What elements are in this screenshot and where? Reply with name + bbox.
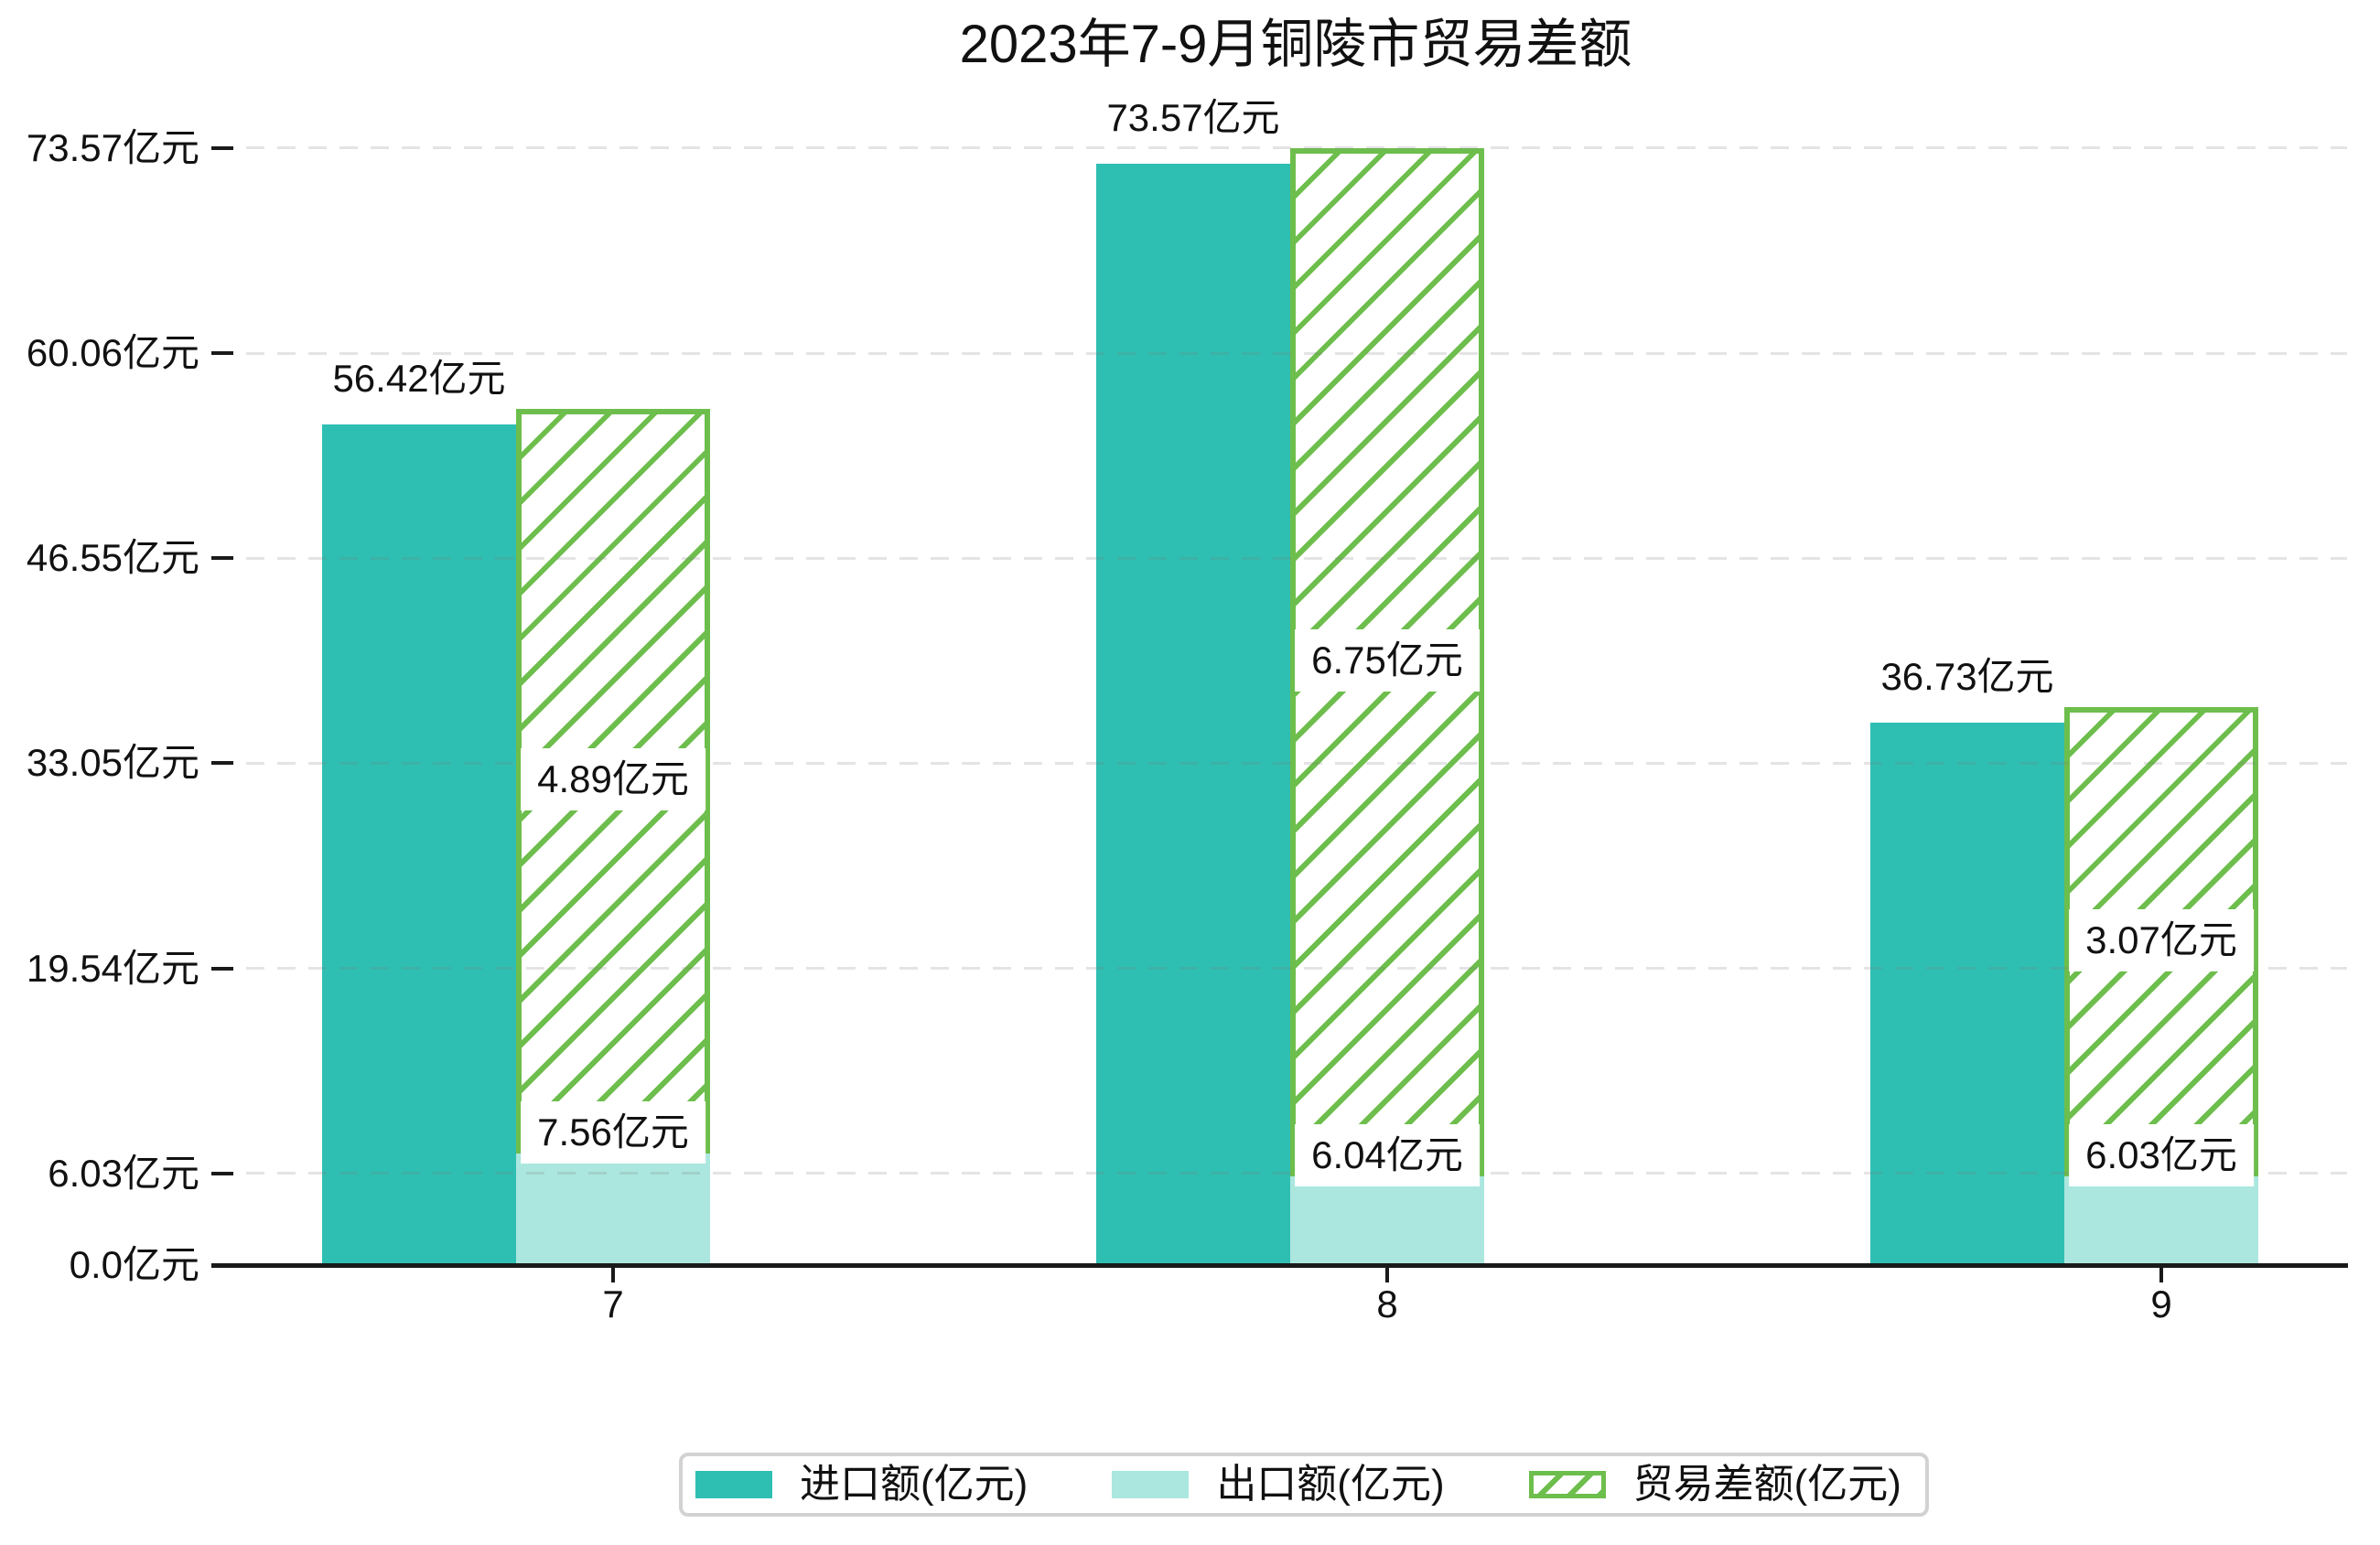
- gridline-6.03亿元: [215, 1172, 2347, 1175]
- y-tick-mark-2: [211, 966, 233, 971]
- x-tick-mark-month-8: [1385, 1268, 1389, 1282]
- y-tick-label-3: 33.05亿元: [26, 741, 199, 785]
- y-tick-label-4: 46.55亿元: [26, 536, 199, 580]
- x-tick-label-month-7: 7: [602, 1282, 624, 1325]
- legend-label-import: 进口额(亿元): [800, 1462, 1028, 1507]
- x-tick-label-month-8: 8: [1376, 1282, 1398, 1325]
- import-bar-month-8: [1096, 163, 1290, 1266]
- export-bar-month-9: [2064, 1173, 2258, 1266]
- y-tick-label-5: 60.06亿元: [26, 331, 199, 375]
- gridline-46.55亿元: [215, 556, 2347, 560]
- legend-swatch-import-color-icon: [695, 1471, 772, 1498]
- y-tick-mark-0: [211, 1263, 233, 1267]
- legend-swatch-balance-hatched-icon: [1528, 1471, 1606, 1498]
- y-tick-mark-4: [211, 556, 233, 561]
- legend-item-export: 出口额(亿元): [1112, 1462, 1445, 1507]
- balance-value-label-month-8: 6.75亿元: [1295, 629, 1480, 692]
- export-bar-month-8: [1290, 1173, 1484, 1266]
- legend-swatch-export-color-icon: [1112, 1471, 1190, 1498]
- y-tick-label-1: 6.03亿元: [48, 1151, 199, 1195]
- legend-item-import: 进口额(亿元): [695, 1462, 1028, 1507]
- balance-value-label-month-7: 4.89亿元: [521, 748, 705, 811]
- export-value-label-month-7: 7.56亿元: [521, 1100, 705, 1164]
- legend-label-balance: 贸易差额(亿元): [1632, 1462, 1901, 1507]
- y-tick-mark-1: [211, 1171, 233, 1175]
- export-value-label-month-8: 6.04亿元: [1295, 1123, 1480, 1186]
- gridline-73.57亿元: [215, 146, 2347, 150]
- legend: 进口额(亿元) 出口额(亿元) 贸易差额(亿元): [679, 1453, 1929, 1517]
- y-tick-mark-5: [211, 351, 233, 356]
- legend-label-export: 出口额(亿元): [1216, 1462, 1445, 1507]
- balance-value-label-month-9: 3.07亿元: [2069, 909, 2254, 972]
- import-value-label-month-9: 36.73亿元: [1880, 655, 2054, 699]
- x-tick-mark-month-7: [611, 1268, 615, 1282]
- import-bar-month-9: [1870, 723, 2064, 1266]
- y-tick-mark-6: [211, 145, 233, 150]
- export-value-label-month-9: 6.03亿元: [2069, 1123, 2254, 1186]
- legend-item-balance: 贸易差额(亿元): [1528, 1462, 1901, 1507]
- export-bar-month-7: [516, 1150, 710, 1266]
- x-tick-mark-month-9: [2159, 1268, 2163, 1282]
- chart-title: 2023年7-9月铜陵市贸易差额: [959, 15, 1632, 74]
- y-tick-label-2: 19.54亿元: [26, 946, 199, 990]
- gridline-60.06亿元: [215, 351, 2347, 355]
- gridline-33.05亿元: [215, 761, 2347, 765]
- import-value-label-month-8: 73.57亿元: [1106, 95, 1280, 139]
- y-tick-label-0: 0.0亿元: [69, 1243, 199, 1286]
- import-value-label-month-7: 56.42亿元: [332, 356, 506, 400]
- gridline-19.54亿元: [215, 967, 2347, 971]
- x-axis-line: [211, 1263, 2348, 1268]
- y-tick-mark-3: [211, 761, 233, 766]
- x-tick-label-month-9: 9: [2150, 1282, 2172, 1325]
- y-tick-label-6: 73.57亿元: [26, 125, 199, 169]
- import-bar-month-7: [322, 424, 516, 1266]
